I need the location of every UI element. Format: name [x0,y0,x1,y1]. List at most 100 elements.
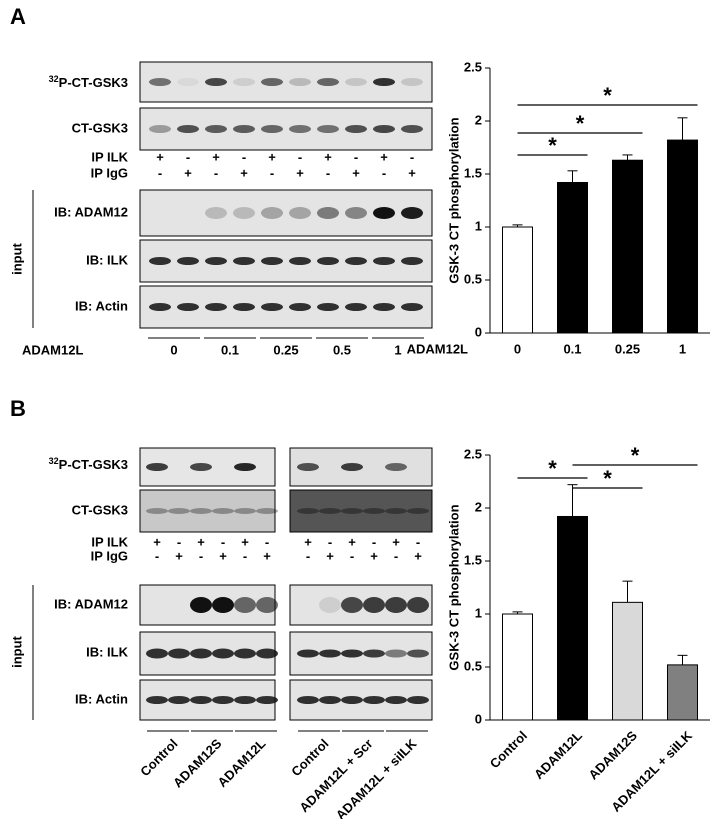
x-tick-label: ADAM12L [531,728,585,782]
blot-band [149,303,171,311]
y-tick-label: 2.5 [464,446,482,461]
blot-band [149,125,171,133]
row-label: IB: ILK [86,644,128,659]
x-tick-label: 0.1 [563,341,581,356]
blot-band [256,648,278,659]
blot-band [256,597,278,613]
blot-band [190,696,212,704]
lane-sign: - [158,165,162,180]
y-tick-label: 0 [475,711,482,726]
row-label: IB: ILK [86,252,128,267]
condition-label: 0.25 [273,342,298,357]
row-label: 32P-CT-GSK3 [49,456,128,472]
blot-band [373,78,395,86]
blot-band [341,508,363,514]
blot-band [385,696,407,704]
lane-sign: + [219,548,227,563]
row-label: CT-GSK3 [72,120,128,135]
condition-label: ADAM12L [215,736,269,790]
blot-band [190,508,212,514]
blot-band [177,257,199,265]
blot-band [146,463,168,471]
bar [502,226,533,334]
blot-band [177,125,199,133]
lane-sign: + [348,534,356,549]
lane-sign: - [221,534,225,549]
row-label: IP IgG [91,548,128,563]
y-tick-label: 2 [475,499,482,514]
blot-band [363,649,385,658]
blot-band [373,257,395,265]
blot-band [385,597,407,613]
lane-sign: + [352,165,360,180]
blot-band [233,257,255,265]
lane-sign: + [326,548,334,563]
bar [502,613,533,721]
y-tick-label: 0 [475,324,482,339]
blot-band [168,508,190,514]
blot-band [149,78,171,86]
lane-sign: - [410,149,414,164]
condition-label: 0.5 [333,342,351,357]
significance-star: * [631,443,640,468]
lane-sign: + [392,534,400,549]
blot-band [345,303,367,311]
lane-sign: - [242,149,246,164]
blot-band [341,463,363,471]
y-tick-label: 2.5 [464,59,482,74]
lane-sign: + [175,548,183,563]
condition-title: ADAM12L [22,342,83,357]
blot-band [407,696,429,704]
blot-band [234,463,256,471]
lane-sign: + [156,149,164,164]
blot-band [212,696,234,704]
lane-sign: + [240,165,248,180]
blot-band [149,257,171,265]
blot-band [385,508,407,514]
input-label: input [9,242,24,274]
lane-sign: - [326,165,330,180]
blot-band [289,303,311,311]
lane-sign: + [212,149,220,164]
lane-sign: - [243,548,247,563]
blot-band [233,207,255,219]
row-label: IB: Actin [75,298,128,313]
blot-band [234,508,256,514]
y-axis-label: GSK-3 CT phosphorylation [446,504,461,670]
significance-star: * [576,111,585,136]
blot-band [319,597,341,613]
blot-band [168,696,190,704]
significance-star: * [603,83,612,108]
lane-sign: + [370,548,378,563]
blot-band [190,463,212,471]
blot-band [205,257,227,265]
lane-sign: - [186,149,190,164]
blot-band [341,696,363,704]
y-tick-label: 1.5 [464,552,482,567]
row-label: IB: ADAM12 [54,204,128,219]
panel-label: B [10,396,26,421]
blot-band [177,303,199,311]
condition-label: 0.1 [221,342,239,357]
lane-sign: - [155,548,159,563]
blot-band [256,508,278,514]
bar [557,181,588,334]
blot-band [297,649,319,658]
lane-sign: + [414,548,422,563]
bar [667,664,698,721]
blot-band [297,463,319,471]
y-tick-label: 1 [475,605,482,620]
blot-band [212,597,234,613]
lane-sign: - [306,548,310,563]
panel-label: A [10,4,26,29]
row-label: IB: ADAM12 [54,596,128,611]
blot-band [261,125,283,133]
lane-sign: - [416,534,420,549]
significance-star: * [603,466,612,491]
blot-band [345,78,367,86]
x-tick-label: 1 [679,341,686,356]
lane-sign: + [197,534,205,549]
blot-band [261,257,283,265]
blot-band [205,125,227,133]
blot-band [233,303,255,311]
